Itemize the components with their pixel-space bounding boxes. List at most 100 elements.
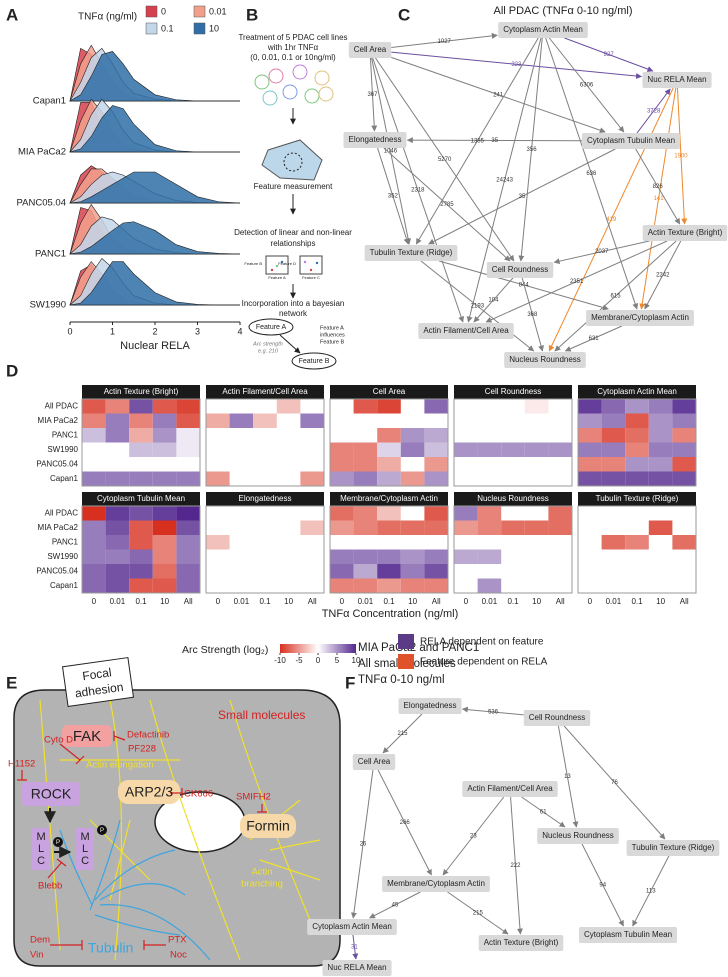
x-axis-title: TNFα Concentration (ng/ml)	[322, 608, 459, 620]
node	[578, 927, 678, 943]
column-label: 10	[532, 597, 541, 606]
y-tick-label: SW1990	[30, 300, 66, 311]
heatmap-cell	[424, 564, 448, 579]
facet-title: Tubulin Texture (Ridge)	[596, 494, 679, 503]
arp-box	[118, 780, 180, 804]
column-label: 0	[340, 597, 345, 606]
node	[586, 310, 694, 326]
node	[352, 754, 396, 770]
heatmap-cell	[601, 442, 626, 457]
edge-label: 76	[611, 780, 618, 786]
heatmap-cell	[377, 471, 401, 486]
drug-label: H1152	[8, 759, 35, 770]
edge-label: 636	[586, 171, 597, 177]
microtubule	[94, 914, 181, 936]
step-text: Detection of linear and non-linear	[234, 228, 352, 237]
heatmap-cell	[601, 399, 626, 414]
facet-header	[330, 385, 448, 399]
column-label: 0.01	[358, 597, 374, 606]
edge	[639, 87, 677, 310]
heatmap-cell	[82, 549, 106, 564]
panel-label: C	[398, 5, 410, 24]
actin-filament	[149, 699, 241, 961]
column-label: 0.01	[482, 597, 498, 606]
facet-title: Actin Texture (Bright)	[104, 387, 179, 396]
legend-swatch	[398, 634, 414, 649]
heatmap-cell	[578, 413, 602, 428]
rock-box	[22, 782, 80, 806]
heatmap-cell	[206, 413, 230, 428]
column-label: 0	[92, 597, 97, 606]
panel-label: F	[345, 673, 355, 692]
heatmap-cell	[152, 578, 177, 593]
edge	[564, 37, 654, 72]
edge-label: 1900	[674, 154, 688, 160]
label: Focal	[81, 665, 112, 683]
edge	[632, 855, 670, 927]
step-text: Treatment of 5 PDAC cell lines	[238, 33, 347, 42]
heatmap-cell	[176, 471, 200, 486]
edge	[635, 148, 681, 225]
x-tick-label: 0	[67, 326, 72, 336]
phospho-dot	[97, 825, 107, 835]
column-label: 0	[464, 597, 469, 606]
facet-header	[206, 492, 324, 506]
heatmap-cell	[176, 442, 200, 457]
legend-title: TNFα (ng/ml)	[78, 12, 137, 23]
heatmap-cell	[648, 442, 673, 457]
heatmap-cell	[129, 564, 153, 579]
colorbar-tick-label: 10	[352, 656, 361, 665]
heatmap-cell	[578, 457, 602, 472]
edge-label: 266	[400, 820, 411, 826]
density-ridge	[68, 51, 240, 102]
x-tick-label: 3	[195, 326, 200, 336]
heatmap-cell	[648, 520, 673, 535]
y-tick-label: Capan1	[33, 96, 66, 107]
scatter-label: Feature A	[268, 275, 286, 280]
scatter-icon	[299, 255, 323, 275]
edge-label: 215	[397, 731, 408, 737]
y-tick-label: MIA PaCa2	[18, 147, 66, 158]
label: adhesion	[74, 680, 124, 701]
node	[581, 133, 681, 149]
heatmap-cell	[176, 413, 200, 428]
facet-header	[454, 492, 572, 506]
inhibition-line	[47, 858, 67, 879]
node-label: Cytoplasm Tubulin Mean	[584, 930, 672, 939]
heatmap-cell	[648, 457, 673, 472]
facet-border	[329, 398, 449, 487]
heatmap-cell	[353, 399, 378, 414]
edge-label: 2242	[656, 273, 670, 279]
edge-label: 1046	[384, 149, 398, 155]
facet-border	[453, 398, 573, 487]
edge-label: 35	[491, 138, 498, 144]
facet-title: Cell Roundness	[485, 387, 541, 396]
heatmap-cell	[82, 428, 106, 443]
edge	[518, 37, 543, 262]
edge-label: 13	[564, 774, 571, 780]
heatmap-cell	[400, 578, 425, 593]
edge-label: 3728	[647, 109, 661, 115]
heatmap-cell	[400, 564, 425, 579]
column-label: 0.1	[507, 597, 519, 606]
heatmap-cell	[501, 520, 525, 535]
edge	[352, 934, 359, 960]
edge-label: 35	[519, 194, 526, 200]
x-tick-label: 2	[152, 326, 157, 336]
edge-label: 45	[392, 903, 399, 909]
edge-label: 24243	[496, 178, 513, 184]
node	[382, 876, 490, 892]
nodes: Elongatedness Cell Roundness Cell Area Acti…	[307, 698, 720, 976]
edge	[371, 57, 412, 245]
edge-label: 2351	[570, 279, 584, 285]
row-label: SW1990	[47, 552, 78, 561]
heatmap-cell	[477, 520, 502, 535]
formin-box	[240, 814, 296, 838]
facet-title: Actin Filament/Cell Area	[222, 387, 308, 396]
column-label: 0	[216, 597, 221, 606]
edge-label: 356	[527, 147, 538, 153]
heatmap-cell	[578, 399, 602, 414]
edge	[406, 137, 582, 144]
heatmap-cell	[353, 520, 378, 535]
